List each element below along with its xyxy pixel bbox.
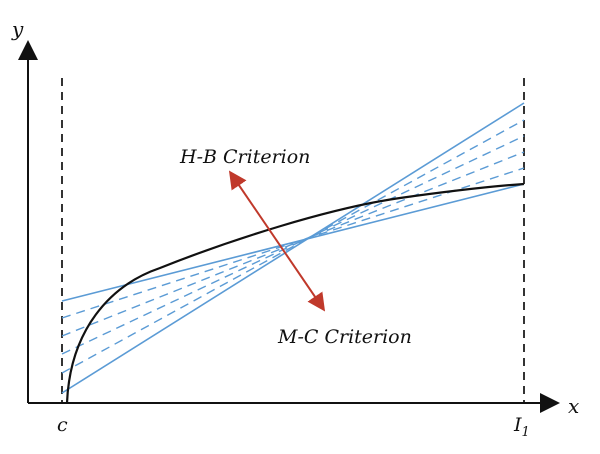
mc-criterion-label: M-C Criterion [277, 326, 412, 348]
hb-criterion-label: H-B Criterion [179, 146, 310, 168]
i1-main: I [513, 414, 522, 436]
x-axis-label: x [568, 394, 579, 418]
c-tick-label: c [57, 414, 68, 436]
mc-dashed-line [61, 135, 525, 355]
i1-subscript: 1 [522, 425, 530, 440]
y-axis-label: y [11, 17, 24, 41]
direction-arrow [228, 170, 326, 312]
mc-dashed-line [61, 151, 525, 337]
i1-tick-label: I1 [513, 414, 530, 440]
